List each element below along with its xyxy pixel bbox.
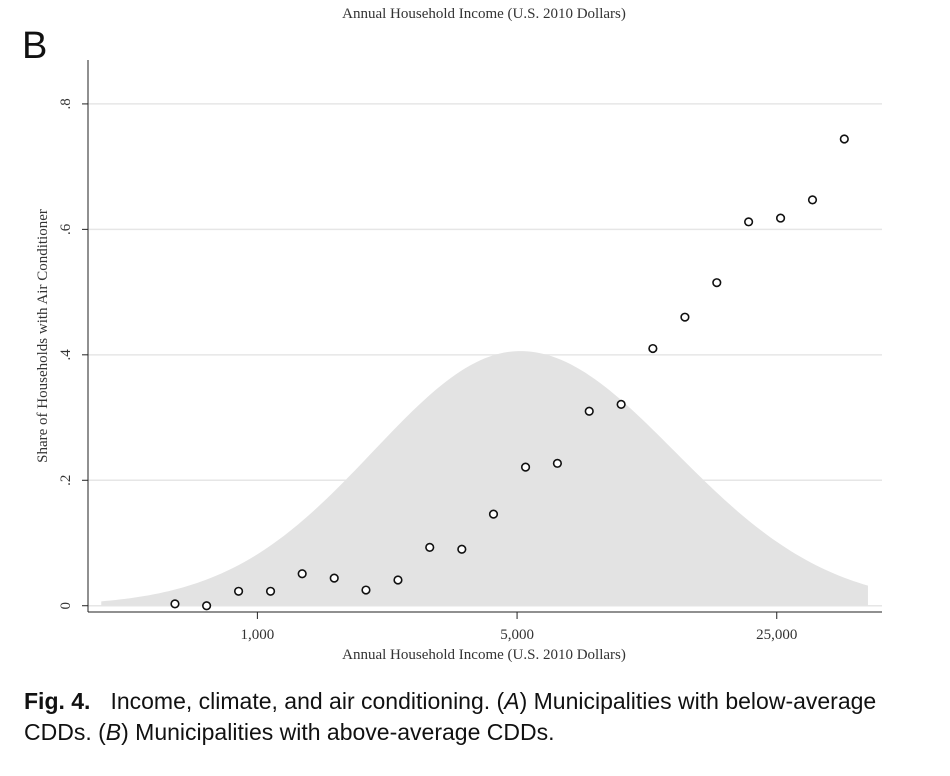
data-point-0 [170, 599, 180, 609]
y-tick-label-3: .6 [58, 223, 74, 235]
y-tick-label-4: .8 [58, 98, 74, 109]
x-axis-label: Annual Household Income (U.S. 2010 Dolla… [342, 647, 626, 663]
data-point-20 [807, 195, 818, 205]
y-tick-label-2: .4 [58, 349, 74, 361]
scatter-points [170, 134, 849, 611]
caption-text-2: ) Municipalities with below-average CDDs… [24, 688, 877, 745]
data-point-3 [265, 586, 276, 596]
y-ticks: 0 .2 .4 .6 .8 [58, 98, 88, 609]
y-tick-label-0: 0 [58, 602, 74, 610]
x-ticks: 1,000 5,000 25,000 [241, 612, 797, 643]
chart: Annual Household Income (U.S. 2010 Dolla… [22, 6, 882, 663]
data-point-19 [775, 213, 786, 223]
caption-text-3: ) Municipalities with above-average CDDs… [121, 719, 555, 745]
density-area [101, 351, 868, 606]
caption-text-1: Income, climate, and air conditioning. ( [110, 688, 505, 714]
data-point-18 [744, 217, 754, 227]
data-point-14 [616, 399, 626, 409]
data-point-10 [488, 509, 499, 519]
data-point-16 [680, 312, 690, 322]
caption-panel-b: B [105, 719, 122, 745]
y-tick-label-1: .2 [58, 475, 74, 486]
data-point-15 [648, 343, 658, 354]
figure-caption: Fig. 4. Income, climate, and air conditio… [24, 686, 929, 748]
data-point-13 [584, 406, 594, 416]
data-point-4 [297, 569, 307, 579]
data-point-9 [457, 544, 467, 554]
data-point-5 [329, 573, 339, 583]
x-tick-label-1: 5,000 [500, 627, 534, 643]
data-point-7 [393, 575, 403, 585]
y-axis-label: Share of Households with Air Conditioner [35, 209, 51, 463]
density-area-group [101, 351, 868, 606]
data-point-12 [552, 458, 563, 468]
data-point-17 [712, 278, 722, 288]
caption-panel-a: A [504, 688, 520, 714]
caption-label: Fig. 4. [24, 688, 91, 714]
axes [87, 60, 882, 613]
data-point-11 [520, 462, 531, 472]
x-tick-label-2: 25,000 [756, 627, 797, 643]
x-tick-label-0: 1,000 [241, 627, 275, 643]
panel-letter: B [22, 25, 47, 67]
data-point-2 [233, 586, 244, 596]
data-point-21 [839, 134, 849, 144]
top-cropped-axis-label: Annual Household Income (U.S. 2010 Dolla… [342, 6, 626, 22]
data-point-1 [202, 601, 212, 611]
data-point-8 [425, 542, 435, 552]
data-point-6 [361, 585, 371, 595]
